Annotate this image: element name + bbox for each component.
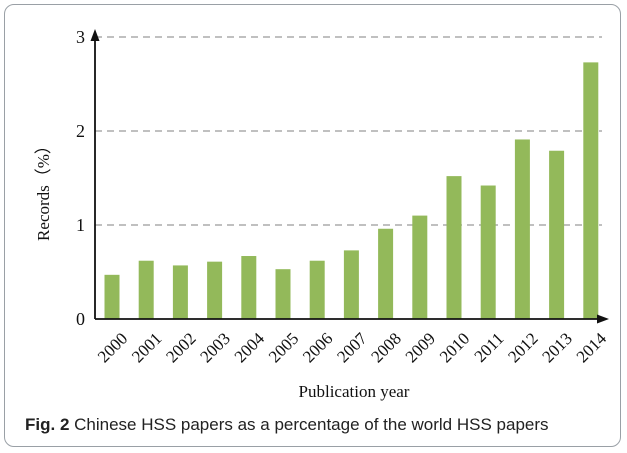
y-tick-labels: 0 1 2 3 <box>76 27 85 329</box>
bar-2009 <box>412 215 428 319</box>
bar-2012 <box>514 139 530 319</box>
axes <box>90 29 609 324</box>
y-axis-label: Records（%） <box>34 137 53 241</box>
x-tick-label: 2003 <box>196 329 233 366</box>
bar-2002 <box>172 265 188 319</box>
bar-2014 <box>583 62 599 319</box>
caption-label: Fig. 2 <box>25 415 70 434</box>
x-tick-label: 2006 <box>299 329 336 366</box>
x-tick-label: 2012 <box>504 329 541 366</box>
x-tick-label: 2004 <box>231 329 269 367</box>
y-tick-label: 3 <box>76 27 85 47</box>
bar-2008 <box>378 228 394 319</box>
y-axis-arrow <box>90 29 100 41</box>
x-tick-label: 2008 <box>367 329 404 366</box>
bar-2004 <box>241 256 257 319</box>
x-tick-label: 2009 <box>402 329 439 366</box>
x-tick-label: 2013 <box>538 329 575 366</box>
bar-2013 <box>549 150 565 319</box>
x-tick-labels: 2000200120022003200420052006200720082009… <box>94 329 611 367</box>
x-tick-label: 2001 <box>128 329 165 366</box>
bar-2006 <box>309 260 325 319</box>
x-axis-arrow <box>597 314 609 324</box>
bar-2003 <box>207 261 223 319</box>
x-tick-label: 2002 <box>162 329 199 366</box>
bar-2010 <box>446 176 462 319</box>
caption-text: Chinese HSS papers as a percentage of th… <box>69 415 549 434</box>
x-tick-label: 2007 <box>333 329 371 367</box>
bar-2001 <box>138 260 154 319</box>
x-tick-label: 2014 <box>573 329 611 367</box>
bars <box>104 62 599 319</box>
figure-caption: Fig. 2 Chinese HSS papers as a percentag… <box>25 415 615 435</box>
y-tick-label: 2 <box>76 121 85 141</box>
bar-2007 <box>343 250 359 319</box>
y-tick-label: 1 <box>76 215 85 235</box>
bar-2011 <box>480 185 496 319</box>
x-tick-label: 2005 <box>265 329 302 366</box>
x-tick-label: 2010 <box>436 329 473 366</box>
y-tick-label: 0 <box>76 309 85 329</box>
bar-2000 <box>104 274 120 319</box>
x-tick-label: 2011 <box>470 329 507 366</box>
bar-2005 <box>275 269 291 319</box>
x-tick-label: 2000 <box>94 329 131 366</box>
x-axis-label: Publication year <box>299 382 410 401</box>
